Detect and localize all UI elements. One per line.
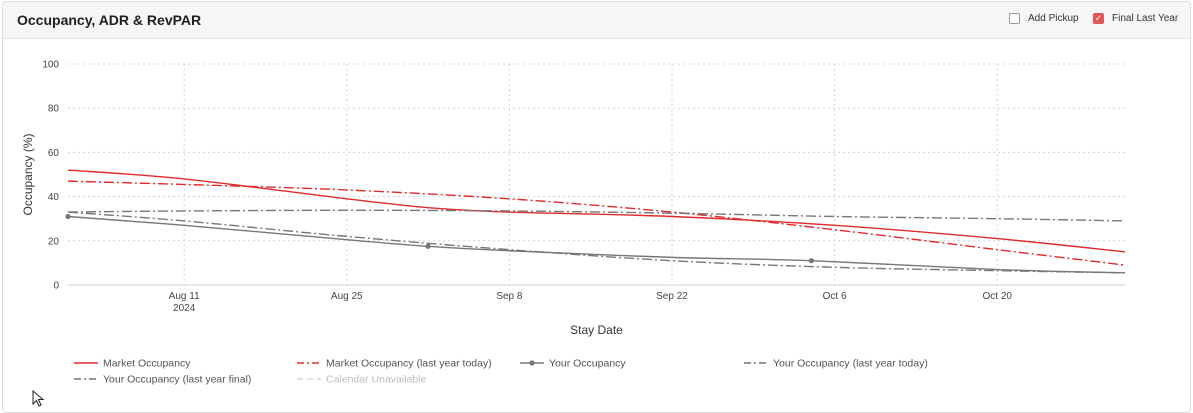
series-line-1 xyxy=(67,180,1126,266)
x-tick-sublabel: 2024 xyxy=(173,303,196,314)
panel-header: Occupancy, ADR & RevPAR Add Pickup ✓ Fin… xyxy=(3,2,1190,39)
mouse-cursor-icon xyxy=(32,390,45,407)
y-tick-label: 80 xyxy=(48,104,60,115)
series-line-4 xyxy=(67,211,1126,274)
y-tick-label: 100 xyxy=(42,60,59,71)
y-axis-title: Occupancy (%) xyxy=(21,133,35,215)
x-tick-label: Oct 20 xyxy=(982,291,1012,302)
series-marker-2 xyxy=(808,258,814,264)
add-pickup-checkbox[interactable] xyxy=(1009,13,1020,24)
final-last-year-label: Final Last Year xyxy=(1112,13,1179,24)
series-line-3 xyxy=(67,209,1126,222)
legend-label: Market Occupancy (last year today) xyxy=(326,358,492,370)
legend-label: Market Occupancy xyxy=(103,358,191,370)
x-tick-label: Sep 8 xyxy=(496,291,523,302)
panel-title: Occupancy, ADR & RevPAR xyxy=(17,12,202,28)
x-tick-label: Aug 25 xyxy=(331,291,363,302)
legend-label: Calendar Unavailable xyxy=(326,374,427,386)
y-tick-label: 20 xyxy=(48,236,60,247)
x-tick-label: Aug 11 xyxy=(169,291,200,302)
series-marker-2 xyxy=(65,213,71,220)
y-tick-label: 60 xyxy=(48,148,60,159)
y-tick-label: 0 xyxy=(53,281,59,292)
y-tick-label: 40 xyxy=(48,192,60,203)
series-line-0 xyxy=(67,169,1126,253)
legend-label: Your Occupancy (last year today) xyxy=(773,358,928,370)
series-marker-2 xyxy=(425,243,431,249)
series-line-2 xyxy=(67,215,1126,274)
legend-label: Your Occupancy (last year final) xyxy=(103,374,251,386)
x-tick-label: Sep 22 xyxy=(656,291,688,302)
legend-label: Your Occupancy xyxy=(549,358,626,370)
final-last-year-toggle[interactable]: ✓ Final Last Year xyxy=(1093,13,1178,24)
final-last-year-checkbox[interactable]: ✓ xyxy=(1093,13,1104,24)
add-pickup-toggle[interactable]: Add Pickup xyxy=(1009,13,1079,24)
add-pickup-label: Add Pickup xyxy=(1028,13,1079,24)
legend-marker xyxy=(529,360,535,366)
x-axis-title: Stay Date xyxy=(570,323,623,337)
x-tick-label: Oct 6 xyxy=(823,291,847,302)
